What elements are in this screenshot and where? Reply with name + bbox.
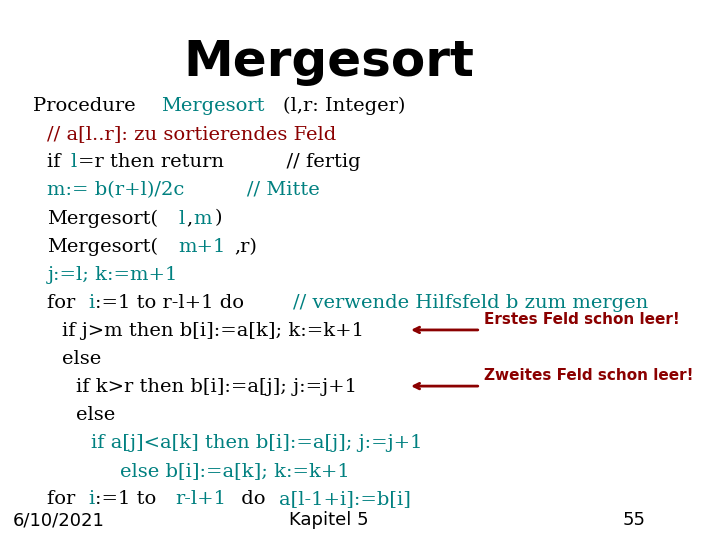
Text: r-l+1: r-l+1 xyxy=(175,490,226,508)
Text: Mergesort: Mergesort xyxy=(184,38,474,86)
Text: j:=l; k:=m+1: j:=l; k:=m+1 xyxy=(48,266,178,284)
Text: 55: 55 xyxy=(622,511,645,529)
Text: a[l-1+i]:=b[i]: a[l-1+i]:=b[i] xyxy=(279,490,410,508)
Text: for: for xyxy=(48,294,82,312)
Text: if: if xyxy=(48,153,67,171)
Text: 6/10/2021: 6/10/2021 xyxy=(13,511,105,529)
Text: else: else xyxy=(62,350,101,368)
Text: Mergesort: Mergesort xyxy=(161,97,265,115)
Text: // verwende Hilfsfeld b zum mergen: // verwende Hilfsfeld b zum mergen xyxy=(294,294,649,312)
Text: Kapitel 5: Kapitel 5 xyxy=(289,511,369,529)
Text: else b[i]:=a[k]; k:=k+1: else b[i]:=a[k]; k:=k+1 xyxy=(120,462,350,480)
Text: Procedure: Procedure xyxy=(33,97,142,115)
Text: Mergesort(: Mergesort( xyxy=(48,210,158,228)
Text: Zweites Feld schon leer!: Zweites Feld schon leer! xyxy=(484,368,693,383)
Text: Mergesort(: Mergesort( xyxy=(48,238,158,256)
Text: :=1 to: :=1 to xyxy=(96,490,163,508)
Text: m: m xyxy=(193,210,212,227)
Text: if a[j]<a[k] then b[i]:=a[j]; j:=j+1: if a[j]<a[k] then b[i]:=a[j]; j:=j+1 xyxy=(91,434,423,452)
Text: :=1 to r-l+1 do: :=1 to r-l+1 do xyxy=(96,294,264,312)
Text: Erstes Feld schon leer!: Erstes Feld schon leer! xyxy=(484,312,680,327)
Text: else: else xyxy=(76,406,116,424)
Text: ,: , xyxy=(186,210,192,227)
Text: i: i xyxy=(88,490,94,508)
Text: ): ) xyxy=(215,210,222,227)
Text: do: do xyxy=(235,490,272,508)
Text: if j>m then b[i]:=a[k]; k:=k+1: if j>m then b[i]:=a[k]; k:=k+1 xyxy=(62,322,364,340)
Text: (l,r: Integer): (l,r: Integer) xyxy=(284,97,406,116)
Text: i: i xyxy=(88,294,94,312)
Text: l: l xyxy=(71,153,77,171)
Text: m+1: m+1 xyxy=(179,238,226,255)
Text: for: for xyxy=(48,490,82,508)
Text: m:= b(r+l)/2c          // Mitte: m:= b(r+l)/2c // Mitte xyxy=(48,181,320,199)
Text: // a[l..r]: zu sortierendes Feld: // a[l..r]: zu sortierendes Feld xyxy=(48,125,337,143)
Text: =r then return          // fertig: =r then return // fertig xyxy=(78,153,361,171)
Text: ,r): ,r) xyxy=(235,238,257,255)
Text: if k>r then b[i]:=a[j]; j:=j+1: if k>r then b[i]:=a[j]; j:=j+1 xyxy=(76,378,357,396)
Text: l: l xyxy=(179,210,185,227)
